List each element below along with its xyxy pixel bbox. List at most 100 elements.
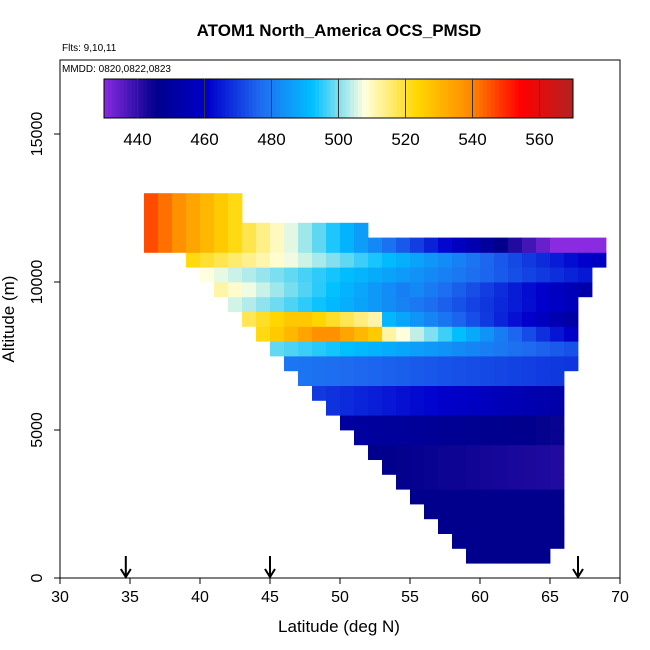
heatmap-cell bbox=[522, 430, 537, 446]
heatmap-cell bbox=[172, 237, 187, 253]
heatmap-cell bbox=[522, 370, 537, 386]
heatmap-cell bbox=[326, 267, 341, 283]
colorbar-segment bbox=[213, 79, 218, 118]
heatmap-cell bbox=[452, 430, 467, 446]
heatmap-cell bbox=[536, 415, 551, 431]
heatmap-cell bbox=[382, 326, 397, 342]
heatmap-cell bbox=[410, 444, 425, 460]
colorbar-segment bbox=[518, 79, 523, 118]
heatmap-cell bbox=[522, 474, 537, 490]
colorbar-segment bbox=[311, 79, 316, 118]
heatmap-cell bbox=[578, 252, 593, 268]
colorbar-segment bbox=[447, 79, 453, 118]
colorbar-segment bbox=[158, 79, 164, 118]
flight-arrow bbox=[572, 556, 584, 579]
colorbar-segment bbox=[205, 79, 211, 118]
heatmap-cell bbox=[480, 282, 495, 298]
heatmap-cell bbox=[242, 296, 257, 312]
heatmap-cell bbox=[270, 296, 285, 312]
heatmap-cell bbox=[508, 370, 523, 386]
heatmap-cell bbox=[144, 222, 159, 238]
heatmap-cell bbox=[354, 222, 369, 238]
heatmap-cell bbox=[298, 311, 313, 327]
heatmap-cell bbox=[508, 533, 523, 549]
heatmap-cell bbox=[144, 193, 159, 209]
heatmap-cell bbox=[494, 474, 509, 490]
heatmap-cell bbox=[270, 222, 285, 238]
colorbar-segment bbox=[420, 79, 425, 118]
heatmap-cell bbox=[354, 415, 369, 431]
colorbar-segment bbox=[318, 79, 324, 118]
heatmap-cell bbox=[564, 237, 579, 253]
heatmap-cell bbox=[382, 385, 397, 401]
heatmap-cell bbox=[382, 341, 397, 357]
heatmap-cell bbox=[550, 518, 565, 534]
x-tick-label: 65 bbox=[541, 589, 559, 606]
heatmap-cell bbox=[480, 430, 495, 446]
heatmap-cell bbox=[256, 311, 271, 327]
heatmap-cell bbox=[326, 400, 341, 416]
colorbar-segment bbox=[389, 79, 394, 118]
colorbar-segment bbox=[326, 79, 332, 118]
colorbar-segment bbox=[424, 79, 429, 118]
heatmap-cell bbox=[382, 356, 397, 372]
heatmap-cell bbox=[480, 548, 495, 564]
heatmap-cell bbox=[536, 370, 551, 386]
heatmap-cell bbox=[522, 415, 537, 431]
heatmap-cell bbox=[536, 252, 551, 268]
heatmap-cell bbox=[354, 400, 369, 416]
heatmap-cell bbox=[214, 208, 229, 224]
heatmap-cell bbox=[340, 385, 355, 401]
heatmap-cell bbox=[522, 311, 537, 327]
colorbar-segment bbox=[498, 79, 504, 118]
heatmap-cell bbox=[508, 282, 523, 298]
heatmap-cell bbox=[382, 252, 397, 268]
heatmap-cell bbox=[396, 237, 411, 253]
colorbar-segment bbox=[401, 79, 406, 118]
colorbar-segment bbox=[354, 79, 359, 118]
heatmap-cell bbox=[438, 489, 453, 505]
heatmap-cell bbox=[522, 444, 537, 460]
heatmap-cell bbox=[452, 415, 467, 431]
heatmap-cell bbox=[158, 193, 173, 209]
colorbar-segment bbox=[244, 79, 250, 118]
heatmap-cell bbox=[438, 504, 453, 520]
heatmap-cell bbox=[480, 296, 495, 312]
heatmap-cell bbox=[522, 326, 537, 342]
heatmap-cell bbox=[452, 444, 467, 460]
heatmap-cell bbox=[200, 208, 215, 224]
heatmap-cell bbox=[480, 356, 495, 372]
heatmap-cell bbox=[368, 415, 383, 431]
colorbar-segment bbox=[201, 79, 207, 118]
heatmap-cell bbox=[382, 430, 397, 446]
heatmap-cell bbox=[382, 267, 397, 283]
colorbar-segment bbox=[440, 79, 445, 118]
heatmap-cell bbox=[424, 504, 439, 520]
heatmap-cell bbox=[452, 326, 467, 342]
colorbar-segment bbox=[545, 79, 551, 118]
heatmap-cell bbox=[536, 311, 551, 327]
heatmap-cell bbox=[438, 282, 453, 298]
heatmap-cell bbox=[452, 385, 467, 401]
heatmap-cell bbox=[382, 444, 397, 460]
heatmap-cell bbox=[508, 296, 523, 312]
heatmap-cell bbox=[144, 237, 159, 253]
heatmap-cell bbox=[452, 267, 467, 283]
colorbar-segment bbox=[307, 79, 312, 118]
colorbar-segment bbox=[150, 79, 156, 118]
heatmap-cells bbox=[144, 193, 607, 564]
colorbar-tick-label: 540 bbox=[458, 130, 486, 149]
heatmap-cell bbox=[452, 341, 467, 357]
heatmap-cell bbox=[312, 370, 327, 386]
heatmap-cell bbox=[200, 237, 215, 253]
colorbar-segment bbox=[436, 79, 441, 118]
heatmap-cell bbox=[550, 385, 565, 401]
heatmap-cell bbox=[466, 296, 481, 312]
heatmap-cell bbox=[466, 504, 481, 520]
colorbar-segment bbox=[279, 79, 285, 118]
heatmap-cell bbox=[466, 489, 481, 505]
colorbar-tick-label: 460 bbox=[190, 130, 218, 149]
heatmap-cell bbox=[480, 518, 495, 534]
heatmap-cell bbox=[466, 518, 481, 534]
heatmap-cell bbox=[578, 237, 593, 253]
